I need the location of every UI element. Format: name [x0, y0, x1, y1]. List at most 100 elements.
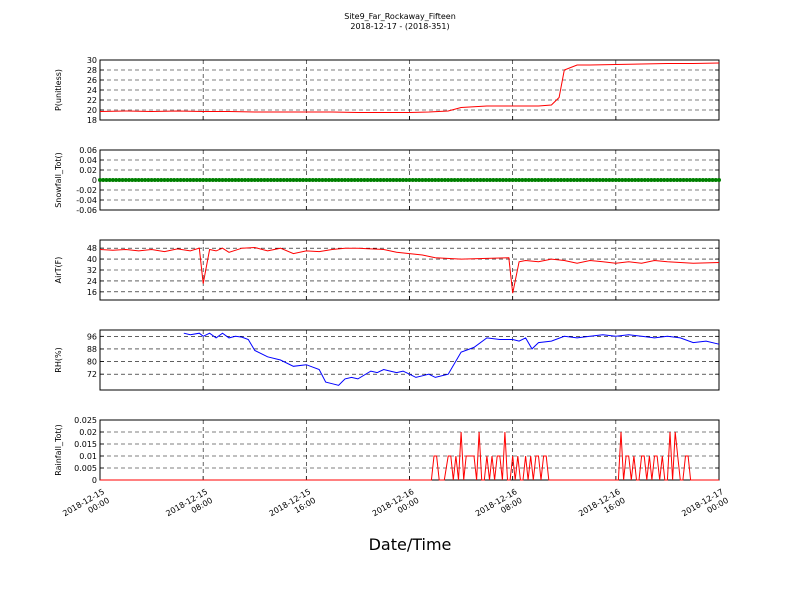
- data-point: [436, 178, 441, 182]
- y-tick-label: 16: [87, 288, 97, 297]
- data-point: [294, 178, 299, 182]
- y-axis-label: RH(%): [54, 347, 63, 372]
- data-point: [668, 178, 673, 182]
- data-point: [697, 178, 702, 182]
- data-point: [236, 178, 241, 182]
- y-tick-label: 22: [87, 96, 97, 105]
- data-point: [188, 178, 193, 182]
- data-point: [581, 178, 586, 182]
- data-point: [455, 178, 460, 182]
- data-point: [172, 178, 177, 182]
- data-point: [362, 178, 367, 182]
- data-point: [671, 178, 676, 182]
- y-tick-label: 48: [87, 244, 97, 253]
- data-point: [478, 178, 483, 182]
- data-point: [655, 178, 660, 182]
- data-point: [617, 178, 622, 182]
- data-point: [168, 178, 173, 182]
- data-point: [114, 178, 119, 182]
- y-tick-label: 24: [87, 86, 97, 95]
- data-point: [223, 178, 228, 182]
- data-point: [368, 178, 373, 182]
- panels: 18202224262830P(unitless)-0.06-0.04-0.02…: [54, 56, 721, 485]
- data-point: [401, 178, 406, 182]
- data-point: [413, 178, 418, 182]
- data-point: [465, 178, 470, 182]
- data-point: [578, 178, 583, 182]
- figure-title: Site9_Far_Rockaway_Fifteen: [344, 12, 456, 21]
- data-point: [584, 178, 589, 182]
- x-tick-label: 2018-12-1608:00: [474, 487, 524, 527]
- data-point: [662, 178, 667, 182]
- y-tick-label: 80: [87, 358, 97, 367]
- y-tick-label: 0.02: [79, 166, 97, 175]
- data-point: [304, 178, 309, 182]
- x-axis-label: Date/Time: [369, 535, 452, 554]
- panel-4: 72 80 88 96 RH(%): [54, 329, 720, 391]
- y-tick-label: -0.06: [76, 206, 97, 215]
- data-point: [694, 178, 699, 182]
- data-point: [613, 178, 618, 182]
- data-point: [623, 178, 628, 182]
- y-tick-label: 40: [87, 255, 97, 264]
- data-point: [607, 178, 612, 182]
- data-point: [446, 178, 451, 182]
- data-point: [284, 178, 289, 182]
- data-point: [407, 178, 412, 182]
- data-point: [326, 178, 331, 182]
- figure-subtitle: 2018-12-17 - (2018-351): [350, 22, 449, 31]
- data-point: [471, 178, 476, 182]
- data-point: [246, 178, 251, 182]
- data-point: [249, 178, 254, 182]
- data-point: [162, 178, 167, 182]
- data-point: [530, 178, 535, 182]
- data-point: [275, 178, 280, 182]
- data-point: [681, 178, 686, 182]
- data-point: [204, 178, 209, 182]
- panel-5: 0 0.005 0.01 0.015 0.02 0.025 Rainfall_Tot(): [54, 416, 720, 485]
- data-point: [484, 178, 489, 182]
- data-point: [323, 178, 328, 182]
- data-point: [571, 178, 576, 182]
- y-tick-label: 0: [92, 176, 97, 185]
- data-point: [433, 178, 438, 182]
- y-tick-label: 0: [92, 476, 97, 485]
- x-tick-label: 2018-12-1500:00: [61, 487, 111, 527]
- data-point: [430, 178, 435, 182]
- y-tick-label: 0.015: [74, 440, 97, 449]
- data-point: [597, 178, 602, 182]
- data-point: [239, 178, 244, 182]
- y-tick-label: 0.02: [79, 428, 97, 437]
- data-point: [507, 178, 512, 182]
- data-point: [665, 178, 670, 182]
- panel-3: 16 24 32 40 48 AirT(F): [54, 239, 720, 301]
- x-tick-label: 2018-12-1600:00: [371, 487, 421, 527]
- x-tick-label: 2018-12-1616:00: [577, 487, 627, 527]
- data-point: [691, 178, 696, 182]
- series-line: [99, 62, 720, 113]
- data-point: [500, 178, 505, 182]
- data-point: [98, 178, 102, 182]
- data-point: [707, 178, 712, 182]
- data-point: [346, 178, 351, 182]
- data-point: [488, 178, 493, 182]
- data-point: [130, 178, 135, 182]
- data-point: [642, 178, 647, 182]
- y-tick-label: 0.06: [79, 146, 97, 155]
- data-point: [517, 178, 522, 182]
- x-tick-label: 2018-12-1508:00: [164, 487, 214, 527]
- data-point: [268, 178, 273, 182]
- data-point: [552, 178, 557, 182]
- data-point: [159, 178, 164, 182]
- data-point: [233, 178, 238, 182]
- data-point: [410, 178, 415, 182]
- y-tick-label: 0.01: [79, 452, 97, 461]
- data-point: [214, 178, 219, 182]
- data-point: [281, 178, 286, 182]
- data-point: [629, 178, 634, 182]
- data-point: [675, 178, 680, 182]
- data-point: [700, 178, 705, 182]
- data-point: [533, 178, 538, 182]
- data-point: [220, 178, 225, 182]
